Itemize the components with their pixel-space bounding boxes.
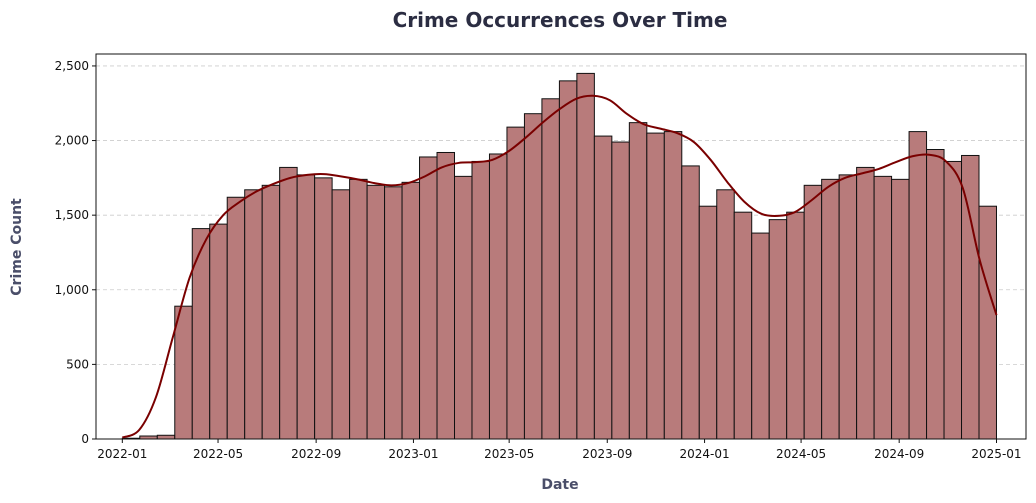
histogram-bar bbox=[471, 160, 490, 440]
y-axis-label: Crime Count bbox=[9, 198, 25, 296]
x-tick-label: 2025-01 bbox=[971, 447, 1021, 461]
x-tick-label: 2023-01 bbox=[388, 447, 438, 461]
x-tick-label: 2024-01 bbox=[679, 447, 729, 461]
y-tick-label: 2,500 bbox=[55, 59, 89, 73]
chart-title: Crime Occurrences Over Time bbox=[393, 8, 728, 32]
histogram-bar bbox=[191, 228, 211, 440]
histogram-bar bbox=[576, 72, 595, 440]
histogram-bar bbox=[943, 160, 963, 440]
histogram-bar bbox=[541, 98, 560, 440]
histogram-bar bbox=[174, 305, 193, 440]
y-tick-label: 1,500 bbox=[55, 208, 89, 222]
histogram-bar bbox=[209, 223, 228, 440]
histogram-bar bbox=[663, 131, 683, 440]
histogram-bar bbox=[436, 151, 456, 440]
histogram-bar bbox=[454, 175, 473, 440]
histogram-bar bbox=[593, 135, 613, 440]
histogram-bar bbox=[261, 184, 281, 440]
x-tick-label: 2022-01 bbox=[97, 447, 147, 461]
histogram-bar bbox=[838, 174, 858, 440]
histogram-bar bbox=[279, 166, 298, 440]
histogram-bar bbox=[856, 166, 875, 440]
x-axis-label: Date bbox=[541, 477, 578, 493]
histogram-bar bbox=[786, 211, 805, 440]
histogram-bar bbox=[926, 149, 945, 440]
histogram-bar bbox=[296, 174, 316, 440]
histogram-bar bbox=[681, 165, 700, 440]
histogram-bar bbox=[349, 178, 368, 440]
histogram-bar bbox=[803, 184, 823, 440]
x-tick-label: 2024-05 bbox=[776, 447, 826, 461]
histogram-bar bbox=[506, 126, 525, 440]
y-tick-label: 1,000 bbox=[55, 283, 89, 297]
histogram-bar bbox=[611, 141, 630, 440]
histogram-bar bbox=[716, 189, 735, 440]
kde-line bbox=[121, 94, 998, 439]
histogram-bar bbox=[314, 177, 333, 440]
histogram-bar bbox=[419, 156, 438, 440]
histogram-bar bbox=[401, 181, 421, 440]
histogram-bar bbox=[244, 189, 263, 440]
x-tick-label: 2022-09 bbox=[291, 447, 341, 461]
histogram-bar bbox=[961, 154, 980, 440]
histogram-bar bbox=[366, 184, 386, 440]
histogram-bar bbox=[331, 189, 351, 440]
histogram-bar bbox=[698, 205, 718, 440]
histogram-bar bbox=[156, 434, 176, 440]
histogram-bar bbox=[733, 211, 753, 440]
histogram-bar bbox=[891, 178, 910, 440]
histogram-bar bbox=[628, 122, 648, 440]
histogram-bar bbox=[558, 80, 578, 440]
x-tick-label: 2023-09 bbox=[582, 447, 632, 461]
histogram-bar bbox=[751, 232, 770, 440]
y-tick-label: 0 bbox=[81, 432, 89, 446]
histogram-bar bbox=[821, 178, 840, 440]
x-tick-label: 2022-05 bbox=[193, 447, 243, 461]
histogram-bar bbox=[226, 196, 246, 440]
x-tick-label: 2024-09 bbox=[874, 447, 924, 461]
histogram-bar bbox=[768, 219, 788, 440]
histogram-bar bbox=[873, 175, 893, 440]
kde-curve-group bbox=[121, 94, 998, 439]
histogram-bar bbox=[978, 205, 997, 440]
histogram-bars bbox=[121, 72, 997, 440]
histogram-bar bbox=[523, 113, 543, 440]
histogram-bar bbox=[646, 132, 665, 440]
x-tick-label: 2023-05 bbox=[484, 447, 534, 461]
x-axis-ticks: 2022-01 2022-05 2022-09 2023-01 2023-05 2023-… bbox=[97, 439, 1022, 461]
histogram-bar bbox=[384, 186, 403, 440]
histogram-bar bbox=[908, 131, 928, 440]
y-tick-label: 500 bbox=[66, 357, 89, 371]
y-tick-label: 2,000 bbox=[55, 134, 89, 148]
y-axis-ticks: 0 500 1,000 1,500 2,000 2,500 bbox=[55, 59, 96, 446]
plot-frame bbox=[95, 53, 1027, 440]
histogram-bar bbox=[488, 153, 508, 440]
